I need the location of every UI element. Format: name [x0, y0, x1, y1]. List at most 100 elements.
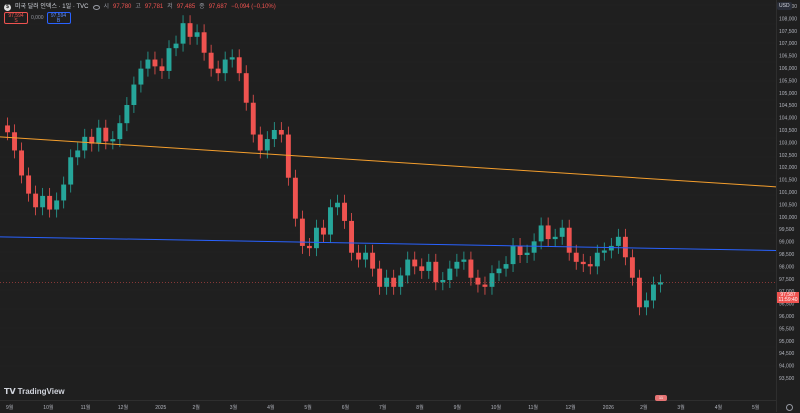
buy-button[interactable]: 97,594 B — [46, 12, 71, 24]
candle-body — [138, 68, 144, 85]
candle-body — [159, 66, 165, 71]
time-tick: 3월 — [677, 404, 685, 411]
change-value: −0,094 (−0,10%) — [231, 4, 276, 10]
price-tick: 102,500 — [779, 153, 797, 159]
candle-body — [419, 266, 425, 271]
candle-body — [335, 202, 340, 208]
currency-selector[interactable]: USD — [777, 2, 792, 10]
time-tick: 8월 — [416, 404, 424, 411]
candle-body — [391, 277, 397, 287]
last-price-countdown: 11:59:40 — [778, 297, 798, 303]
candlestick-chart[interactable] — [0, 0, 776, 400]
chart-area[interactable] — [0, 0, 776, 400]
sell-label: S — [14, 18, 18, 24]
price-tick: 96,000 — [779, 314, 795, 320]
candle-body — [313, 227, 319, 249]
candle-body — [573, 252, 579, 262]
candle-body — [47, 195, 53, 210]
candle-body — [622, 236, 628, 258]
candle-body — [26, 175, 32, 194]
time-axis[interactable]: 9월 10월 11월 12월 2025 2월 3월 4월 5월 6월 7월 8월 9월 10월 11월 12월… — [0, 400, 776, 413]
candle-body — [517, 245, 523, 255]
candle-body — [89, 136, 95, 144]
candle-body — [405, 259, 411, 276]
close-value: 97,687 — [208, 4, 228, 10]
time-tick: 2월 — [193, 404, 201, 411]
candle-body — [608, 245, 614, 251]
candle-body — [243, 73, 249, 103]
sell-button[interactable]: 97,594 S — [4, 12, 28, 24]
candle-body — [187, 23, 193, 37]
candle-body — [208, 52, 214, 69]
candle-body — [482, 284, 488, 287]
event-flag[interactable]: 11 — [655, 395, 667, 401]
candle-body — [19, 150, 25, 176]
candle-body — [615, 236, 621, 246]
candle-body — [328, 207, 333, 235]
price-tick: 93,500 — [779, 376, 795, 382]
time-tick: 7월 — [379, 404, 387, 411]
time-tick: 4월 — [267, 404, 275, 411]
candle-body — [110, 139, 116, 142]
candle-body — [447, 268, 453, 280]
candle-body — [398, 275, 404, 287]
candle-body — [236, 57, 242, 74]
symbol-title[interactable]: 미국 달러 인덱스 · 1일 · TVC — [15, 4, 89, 10]
price-tick: 104,000 — [779, 116, 797, 122]
candle-body — [257, 134, 263, 151]
candle-body — [222, 59, 228, 74]
candle-body — [531, 241, 537, 253]
candle-body — [229, 57, 235, 60]
candle-body — [54, 200, 60, 210]
price-tick: 94,000 — [779, 364, 795, 370]
price-axis[interactable]: 108,500108,000107,500107,000106,500106,0… — [776, 0, 800, 412]
price-tick: 98,500 — [779, 252, 795, 258]
candle-body — [75, 150, 81, 158]
last-price-label: 97,587 11:59:40 — [777, 292, 799, 303]
trade-buttons: 97,594 S 0,000 97,594 B — [4, 12, 71, 24]
candle-body — [342, 202, 347, 221]
candle-body — [124, 105, 130, 124]
candle-body — [356, 252, 362, 260]
price-tick: 100,000 — [779, 215, 797, 221]
price-tick: 105,500 — [779, 78, 797, 84]
candle-body — [271, 130, 277, 140]
price-tick: 103,000 — [779, 140, 797, 146]
candle-body — [489, 273, 495, 287]
price-tick: 107,000 — [779, 41, 797, 47]
tradingview-logo[interactable]: 𝗧𝗩 TradingView — [4, 387, 65, 396]
candle-body — [658, 282, 663, 285]
gear-icon[interactable] — [786, 404, 793, 411]
candle-body — [40, 195, 46, 208]
close-label: 종 — [199, 4, 205, 10]
blue-trendline — [0, 236, 776, 251]
candle-body — [349, 220, 355, 253]
time-tick: 11월 — [528, 404, 538, 411]
price-tick: 101,500 — [779, 178, 797, 184]
spread-value: 0,000 — [31, 15, 44, 21]
logo-text: TradingView — [17, 387, 65, 396]
eye-icon[interactable] — [92, 4, 100, 10]
candle-body — [117, 123, 123, 140]
price-tick: 98,000 — [779, 264, 795, 270]
time-tick: 5월 — [304, 404, 312, 411]
last-price-value: 97,587 — [780, 292, 796, 298]
candle-body — [629, 257, 635, 278]
price-tick: 96,500 — [779, 302, 795, 308]
price-tick: 105,000 — [779, 91, 797, 97]
candle-body — [61, 184, 67, 201]
candle-body — [587, 264, 593, 267]
candle-body — [601, 250, 607, 253]
candle-body — [552, 236, 558, 240]
high-value: 97,781 — [144, 4, 164, 10]
price-tick: 94,500 — [779, 351, 795, 357]
candle-body — [103, 127, 109, 142]
candle-body — [412, 259, 418, 267]
open-value: 97,780 — [113, 4, 132, 10]
buy-price: 97,594 — [50, 13, 67, 19]
candle-body — [194, 32, 200, 37]
orange-trendline — [0, 136, 776, 188]
candle-body — [496, 268, 502, 274]
candle-body — [538, 225, 544, 242]
time-tick: 2월 — [640, 404, 648, 411]
